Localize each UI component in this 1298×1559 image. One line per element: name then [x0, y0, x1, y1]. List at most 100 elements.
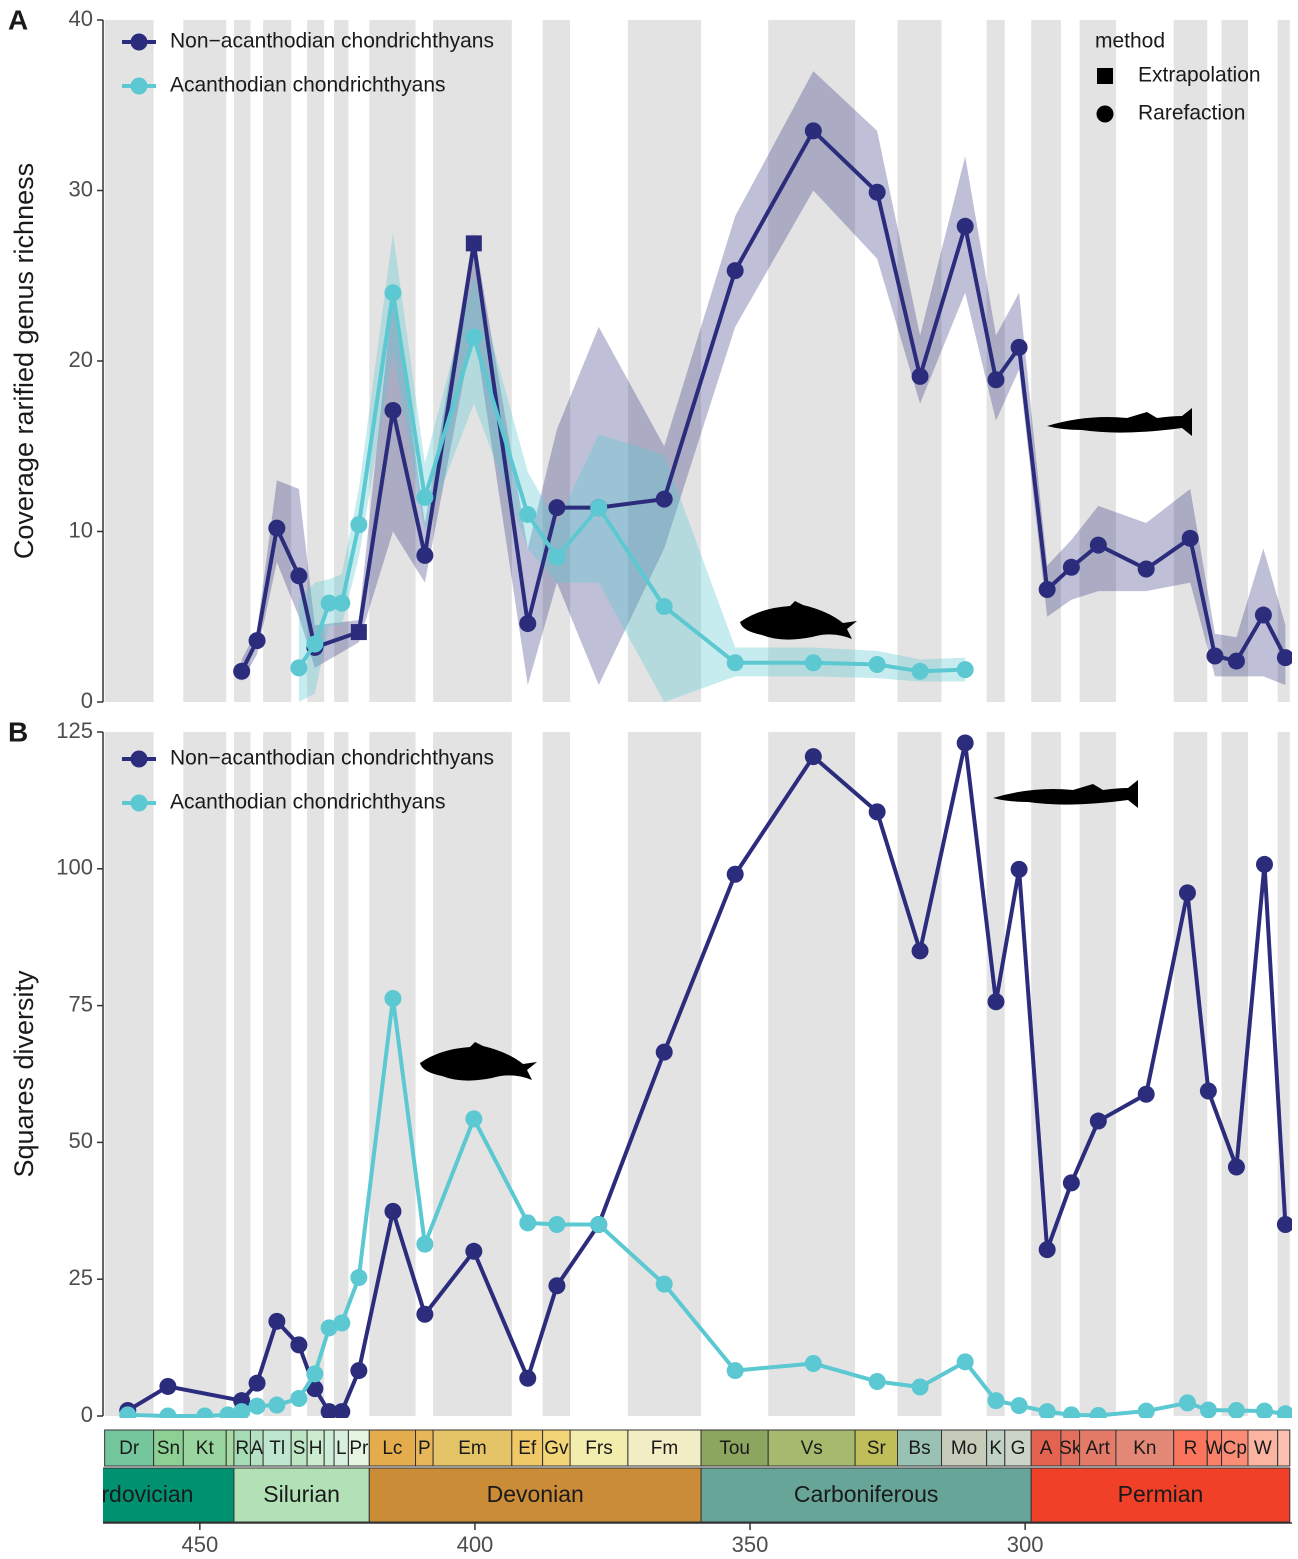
stage-label: S [293, 1438, 306, 1459]
stage-label: Kn [1133, 1438, 1156, 1459]
stage-label: Lc [382, 1438, 402, 1459]
data-point [1090, 537, 1107, 554]
data-point [333, 1314, 350, 1331]
data-point [416, 489, 433, 506]
stage-label: A [250, 1438, 263, 1459]
data-point [912, 1378, 929, 1395]
data-point [805, 122, 822, 139]
stage-band [105, 20, 154, 702]
data-point [727, 1362, 744, 1379]
stage-label: Vs [801, 1438, 823, 1459]
data-point [350, 1362, 367, 1379]
data-point [465, 1243, 482, 1260]
data-point [548, 1216, 565, 1233]
data-point [466, 235, 482, 251]
legend-marker [131, 78, 148, 95]
data-point [1011, 861, 1028, 878]
data-point [1138, 561, 1155, 578]
figure: 010203040Coverage rarified genus richnes… [0, 0, 1298, 1559]
data-point [805, 748, 822, 765]
data-point [1277, 1216, 1294, 1233]
data-point [987, 1392, 1004, 1409]
stage-label: Pr [349, 1438, 369, 1459]
period-label: Ordovician [84, 1481, 194, 1507]
stage-label: W [1205, 1438, 1223, 1459]
data-point [1138, 1403, 1155, 1420]
data-point [957, 734, 974, 751]
data-point [727, 866, 744, 883]
data-point [119, 1406, 136, 1423]
stage-band [1080, 732, 1116, 1416]
stage-label: Sn [157, 1438, 180, 1459]
y-tick-label: 30 [69, 176, 93, 201]
data-point [416, 1236, 433, 1253]
stage-label: Sk [1059, 1438, 1082, 1459]
data-point [290, 1390, 307, 1407]
stage-band [898, 732, 942, 1416]
stage-label: Fm [651, 1438, 678, 1459]
data-point [1179, 884, 1196, 901]
stage-label: W [1254, 1438, 1272, 1459]
stage-label: L [336, 1438, 347, 1459]
data-point [1039, 581, 1056, 598]
data-point [290, 567, 307, 584]
stage-band [369, 732, 415, 1416]
data-point [351, 624, 367, 640]
data-point [656, 1276, 673, 1293]
data-point [350, 1269, 367, 1286]
data-point [1039, 1403, 1056, 1420]
stage-band [183, 732, 226, 1416]
data-point [333, 1403, 350, 1420]
period-label: Carboniferous [794, 1481, 938, 1507]
stage-label: Tou [719, 1438, 750, 1459]
data-point [869, 803, 886, 820]
legend-marker [131, 795, 148, 812]
silhouette [1047, 408, 1192, 436]
data-point [1039, 1241, 1056, 1258]
x-tick-label: 350 [732, 1532, 769, 1557]
data-point [590, 1216, 607, 1233]
stage-label: Kt [196, 1438, 215, 1459]
data-point [957, 1353, 974, 1370]
stage-label: A [1040, 1438, 1053, 1459]
stage-band [234, 20, 251, 702]
data-point [249, 1398, 266, 1415]
data-point [548, 1277, 565, 1294]
y-tick-label: 75 [69, 991, 93, 1016]
data-point [590, 499, 607, 516]
stage-band [1278, 20, 1290, 702]
stage-band [1080, 20, 1116, 702]
data-point [268, 1397, 285, 1414]
stage-label: Ef [518, 1438, 537, 1459]
data-point [350, 516, 367, 533]
stage-band [768, 732, 855, 1416]
data-point [1090, 1407, 1107, 1424]
data-point [268, 520, 285, 537]
data-point [1090, 1113, 1107, 1130]
stage-label: G [1011, 1438, 1026, 1459]
stage-label: Sr [867, 1438, 887, 1459]
stage-label: H [309, 1438, 323, 1459]
data-point [912, 368, 929, 385]
y-tick-label: 100 [56, 855, 93, 880]
data-point [519, 1370, 536, 1387]
silhouette [993, 780, 1138, 808]
data-point [656, 491, 673, 508]
stage-band [234, 732, 251, 1416]
data-point [290, 659, 307, 676]
data-point [727, 654, 744, 671]
stage-label: Bs [908, 1438, 930, 1459]
y-tick-label: 25 [69, 1265, 93, 1290]
stage-label: R [1184, 1438, 1198, 1459]
data-point [384, 990, 401, 1007]
data-point [548, 549, 565, 566]
data-point [1063, 559, 1080, 576]
stage-band [1278, 732, 1290, 1416]
data-point [1206, 647, 1223, 664]
data-point [1200, 1082, 1217, 1099]
data-point [465, 329, 482, 346]
data-point [1138, 1086, 1155, 1103]
legend-title: method [1095, 30, 1165, 53]
data-point [805, 1355, 822, 1372]
data-point [384, 284, 401, 301]
